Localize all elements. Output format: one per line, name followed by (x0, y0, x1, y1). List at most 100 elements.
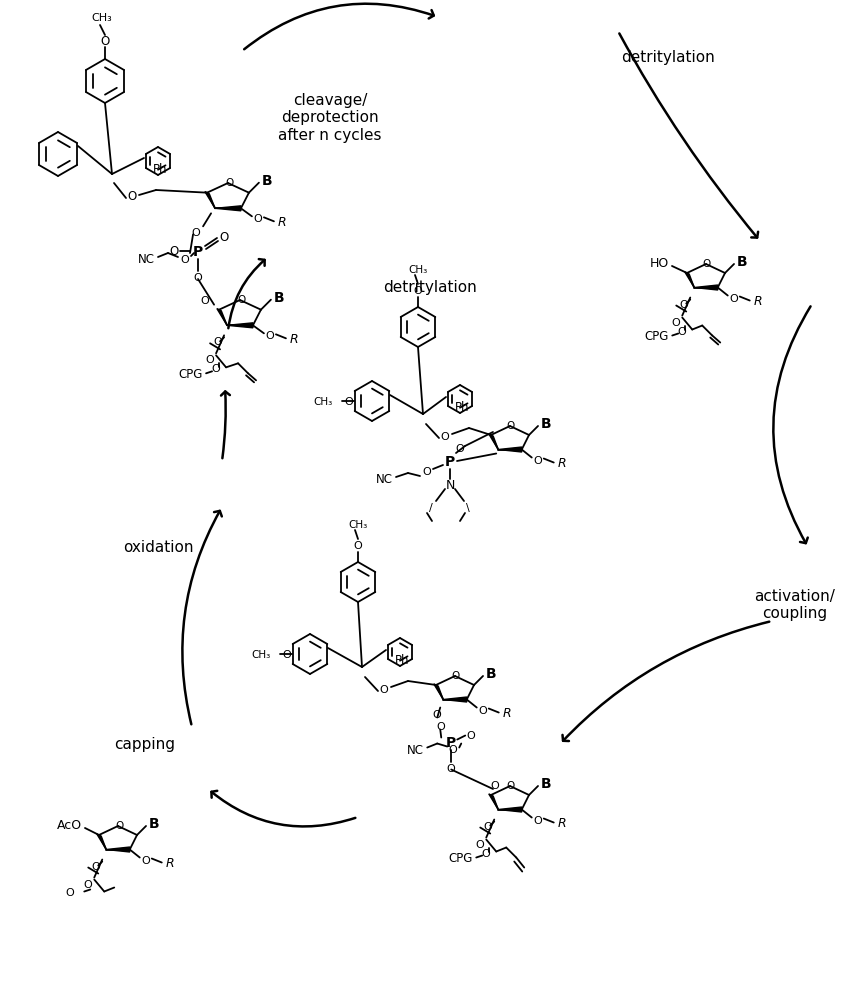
Text: B: B (262, 174, 272, 188)
Polygon shape (217, 309, 227, 326)
Text: activation/
coupling: activation/ coupling (755, 588, 836, 620)
Text: CH₃: CH₃ (252, 649, 271, 659)
Text: O: O (84, 879, 93, 889)
Text: O: O (729, 293, 738, 303)
Polygon shape (489, 434, 498, 450)
Text: O: O (672, 317, 681, 327)
Polygon shape (498, 807, 522, 812)
Polygon shape (498, 447, 522, 452)
Text: R: R (166, 856, 174, 869)
Text: O: O (253, 214, 263, 224)
Text: O: O (534, 455, 542, 465)
Polygon shape (685, 272, 694, 288)
Text: O: O (482, 848, 490, 858)
Text: O: O (344, 397, 354, 407)
Text: capping: capping (115, 737, 175, 751)
Text: O: O (225, 178, 233, 188)
Polygon shape (434, 684, 443, 700)
Text: O: O (703, 258, 711, 268)
Text: O: O (422, 466, 431, 476)
Text: O: O (212, 364, 220, 374)
Text: O: O (169, 246, 178, 258)
Polygon shape (97, 834, 106, 850)
Text: P: P (193, 245, 203, 258)
Text: B: B (541, 776, 552, 790)
Text: R: R (502, 707, 511, 720)
Text: O: O (534, 815, 542, 825)
Text: detritylation: detritylation (621, 51, 715, 66)
Text: O: O (265, 331, 275, 341)
Text: R: R (558, 816, 566, 829)
Text: R: R (753, 294, 762, 308)
Text: O: O (201, 295, 209, 305)
Polygon shape (694, 285, 717, 290)
Text: O: O (467, 730, 476, 740)
Text: P: P (445, 454, 455, 468)
Text: O: O (433, 709, 442, 719)
Text: CPG: CPG (178, 368, 202, 381)
Text: Ph: Ph (455, 402, 469, 414)
Polygon shape (205, 193, 215, 209)
Text: B: B (485, 666, 496, 680)
Text: cleavage/
deprotection
after n cycles: cleavage/ deprotection after n cycles (278, 93, 382, 143)
Text: O: O (141, 855, 150, 865)
Text: O: O (440, 431, 450, 441)
Text: O: O (449, 744, 457, 753)
Text: CPG: CPG (644, 330, 668, 343)
Text: Ph: Ph (153, 163, 167, 176)
Text: /: / (429, 503, 433, 513)
Text: B: B (737, 254, 747, 268)
Text: O: O (680, 299, 688, 309)
Text: O: O (181, 254, 190, 264)
Text: B: B (274, 290, 284, 304)
Text: O: O (128, 190, 137, 204)
Text: R: R (558, 456, 566, 469)
Text: O: O (456, 443, 464, 453)
Text: Ph: Ph (394, 654, 409, 667)
Text: HO: HO (649, 257, 669, 270)
Text: O: O (213, 337, 223, 347)
Text: CH₃: CH₃ (314, 397, 333, 407)
Text: \: \ (466, 503, 470, 513)
Text: O: O (479, 705, 487, 715)
Text: O: O (484, 821, 493, 831)
Text: detritylation: detritylation (383, 280, 477, 295)
Text: O: O (414, 285, 422, 295)
Polygon shape (443, 698, 467, 703)
Polygon shape (106, 847, 130, 852)
Text: O: O (447, 762, 456, 772)
Text: B: B (149, 816, 159, 830)
Text: CH₃: CH₃ (348, 520, 367, 530)
Text: N: N (445, 479, 455, 492)
Polygon shape (227, 323, 253, 328)
Text: O: O (219, 232, 229, 245)
Text: O: O (437, 721, 445, 731)
Text: R: R (278, 216, 286, 229)
Text: O: O (115, 820, 123, 830)
Text: O: O (65, 887, 75, 897)
Text: O: O (490, 780, 499, 790)
Polygon shape (489, 794, 498, 810)
Text: O: O (237, 294, 245, 305)
Polygon shape (215, 207, 241, 212)
Text: B: B (541, 416, 552, 430)
Text: O: O (452, 670, 460, 680)
Text: NC: NC (407, 744, 424, 756)
Text: O: O (282, 649, 292, 659)
Text: NC: NC (138, 253, 155, 266)
Text: O: O (507, 780, 515, 790)
Text: O: O (354, 541, 362, 551)
Text: O: O (677, 326, 687, 336)
Text: O: O (476, 839, 484, 849)
Text: P: P (446, 735, 456, 748)
Text: O: O (380, 684, 388, 694)
Text: O: O (100, 36, 110, 49)
Text: NC: NC (376, 473, 393, 486)
Text: CH₃: CH₃ (408, 264, 428, 274)
Text: O: O (194, 272, 202, 282)
Text: oxidation: oxidation (122, 540, 193, 555)
Text: O: O (206, 355, 214, 365)
Text: CPG: CPG (448, 851, 473, 864)
Text: CH₃: CH₃ (92, 13, 112, 23)
Text: O: O (507, 420, 515, 430)
